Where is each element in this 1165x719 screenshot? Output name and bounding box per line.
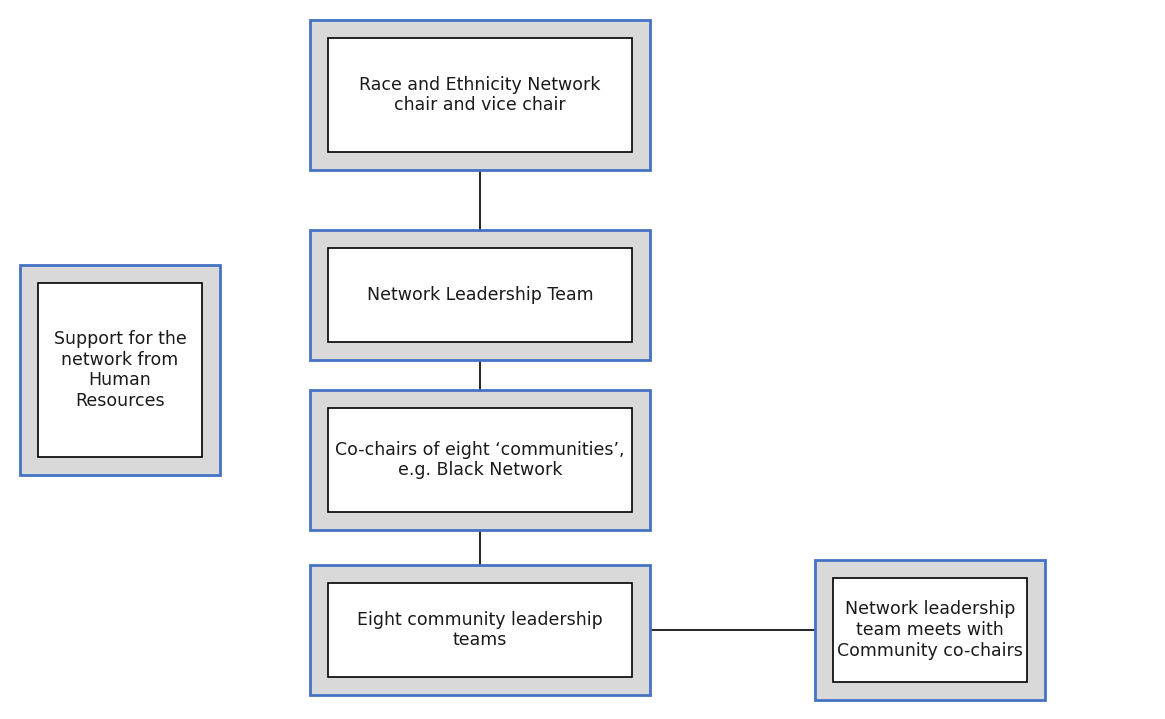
FancyBboxPatch shape <box>310 230 650 360</box>
Text: Eight community leadership
teams: Eight community leadership teams <box>358 610 602 649</box>
FancyBboxPatch shape <box>310 390 650 530</box>
FancyBboxPatch shape <box>310 20 650 170</box>
Text: Race and Ethnicity Network
chair and vice chair: Race and Ethnicity Network chair and vic… <box>359 75 601 114</box>
Text: Co-chairs of eight ‘communities’,
e.g. Black Network: Co-chairs of eight ‘communities’, e.g. B… <box>336 441 624 480</box>
Text: Network Leadership Team: Network Leadership Team <box>367 286 593 304</box>
FancyBboxPatch shape <box>329 38 631 152</box>
FancyBboxPatch shape <box>833 578 1028 682</box>
FancyBboxPatch shape <box>329 248 631 342</box>
FancyBboxPatch shape <box>310 565 650 695</box>
FancyBboxPatch shape <box>20 265 220 475</box>
FancyBboxPatch shape <box>329 583 631 677</box>
Text: Support for the
network from
Human
Resources: Support for the network from Human Resou… <box>54 330 186 411</box>
Text: Network leadership
team meets with
Community co-chairs: Network leadership team meets with Commu… <box>838 600 1023 660</box>
FancyBboxPatch shape <box>38 283 202 457</box>
FancyBboxPatch shape <box>816 560 1045 700</box>
FancyBboxPatch shape <box>329 408 631 512</box>
